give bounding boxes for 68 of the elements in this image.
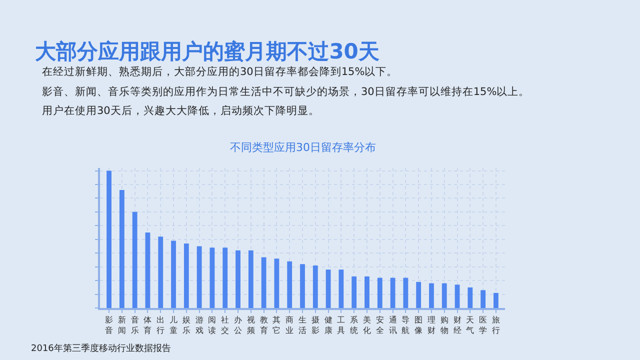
x-tick-label: 出行 (156, 316, 165, 335)
x-tick-label: 娱乐 (182, 316, 190, 335)
bar (248, 250, 254, 308)
bar (468, 287, 473, 308)
x-tick-label: 商业 (286, 316, 294, 335)
text: 在经过新鲜期、熟悉期后，大部分应用的30日留存率都会降到15%以下。 (42, 65, 398, 78)
bar (352, 276, 357, 308)
bar (236, 250, 240, 308)
chart-title: 大部分应用跟用户的蜜月期不过30天 (35, 39, 380, 64)
bar (480, 290, 486, 308)
bar (416, 282, 422, 308)
x-tick-label: 导航 (402, 316, 410, 335)
bar (210, 248, 215, 308)
bar (364, 276, 370, 308)
bar (196, 246, 202, 308)
bar (287, 261, 292, 308)
bar (274, 258, 280, 308)
x-tick-label: 阅读 (208, 316, 216, 335)
x-tick-label: 儿童 (170, 316, 178, 335)
x-tick-label: 生活 (298, 316, 306, 335)
bar (403, 278, 408, 308)
bar (338, 270, 344, 308)
x-tick-label: 影音 (105, 316, 114, 335)
bar (377, 278, 382, 308)
x-tick-label: 天气 (466, 316, 474, 335)
x-tick-label: 购物 (440, 316, 448, 335)
bar (119, 190, 124, 308)
x-tick-label: 美化 (362, 316, 371, 335)
x-tick-label: 体育 (144, 316, 152, 335)
x-tick-label: 医学 (479, 316, 488, 335)
text: 2016年第三季度移动行业数据报告 (31, 343, 171, 354)
bar (454, 284, 460, 308)
x-tick-label: 摄影 (311, 316, 320, 335)
bar (300, 264, 305, 308)
bar (312, 265, 318, 308)
x-tick-label: 图像 (414, 316, 423, 335)
x-tick-label: 游戏 (195, 316, 204, 335)
bar (222, 248, 228, 308)
x-tick-label: 音乐 (130, 316, 139, 335)
x-tick-label: 安全 (376, 316, 384, 335)
bar (442, 283, 447, 308)
x-tick-label: 工具 (337, 316, 346, 335)
chart-subtitle: 不同类型应用30日留存率分布 (230, 141, 376, 154)
x-tick-label: 视频 (246, 316, 255, 335)
bar (145, 232, 150, 308)
x-tick-label: 通讯 (388, 316, 397, 335)
bar (158, 236, 164, 308)
x-tick-label: 财经 (453, 316, 462, 335)
x-tick-label: 系统 (350, 316, 358, 335)
x-tick-label: 教育 (260, 316, 268, 335)
x-tick-label: 健康 (324, 316, 332, 335)
bar (132, 212, 138, 308)
bar (390, 278, 396, 308)
text: 用户在使用30天后，兴趣大大降低，启动频次下降明显。 (42, 104, 320, 117)
bar (494, 292, 498, 308)
x-tick-label: 办公 (234, 316, 242, 335)
bar (171, 240, 176, 308)
bar (429, 283, 434, 308)
x-tick-label: 社交 (221, 316, 230, 335)
bar (106, 170, 112, 308)
x-tick-label: 旅行 (492, 316, 500, 335)
x-tick-label: 新闻 (118, 316, 126, 335)
bar (326, 270, 331, 308)
x-tick-label: 其它 (272, 316, 281, 335)
x-tick-label: 理财 (427, 316, 436, 335)
bar (184, 243, 189, 308)
bar (261, 257, 266, 308)
text: 影音、新闻、音乐等类别的应用作为日常生活中不可缺少的场景，30日留存率可以维持在15%以上。 (42, 85, 530, 98)
